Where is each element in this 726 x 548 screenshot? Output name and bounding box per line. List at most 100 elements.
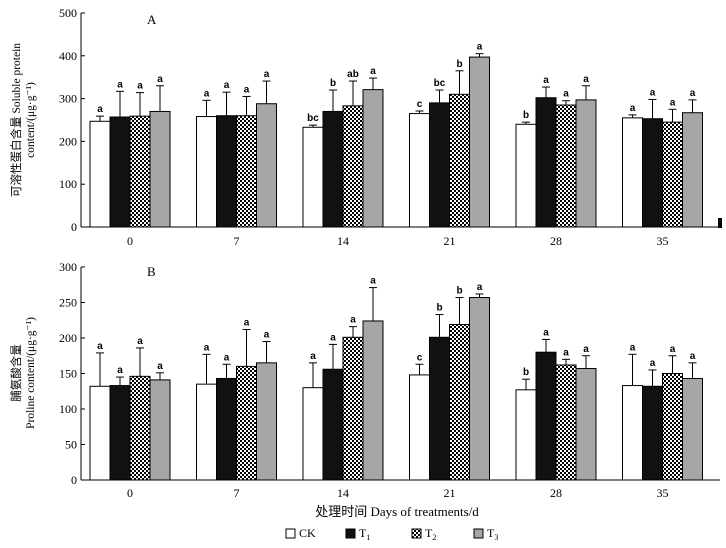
panel-b-bar-T1-28 — [535, 351, 557, 481]
panel-a-bar-CK-28 — [515, 123, 537, 228]
panel-b-bar-T1-35 — [642, 385, 663, 481]
legend-label-T2: T2 — [425, 526, 436, 542]
panel-a-bar-CK-0 — [89, 120, 111, 228]
svg-text:可溶性蛋白含量Soluble protein: 可溶性蛋白含量 Soluble protein — [9, 43, 23, 197]
panel-a-sig-label-CK-28: b — [523, 110, 529, 121]
panel-b-ytick-label: 150 — [59, 367, 77, 381]
panel-b-sig-label-T3-0: a — [157, 361, 163, 372]
panel-a-bar-T2-21 — [449, 93, 470, 228]
panel-b-sig-label-T3-21: a — [477, 282, 483, 293]
panel-a-sig-label-T1-14: b — [330, 78, 336, 89]
panel-b-xtick-label: 21 — [444, 486, 456, 500]
panel-b-bar-CK-21 — [409, 374, 430, 481]
panel-a-sig-label-T2-7: a — [244, 84, 250, 95]
panel-b-yticks: 0 50 100 150 200 250 300 — [59, 260, 85, 487]
panel-b-bar-CK-7 — [196, 383, 217, 481]
panel-b-bar-CK-0 — [89, 385, 111, 481]
panel-a-sig-label-CK-21: c — [417, 99, 423, 110]
panel-a-xtick-label: 35 — [657, 234, 669, 248]
legend: CK T1 T2 T3 — [285, 526, 498, 542]
panel-b-ytick-label: 300 — [59, 260, 77, 274]
panel-a-bar-T1-0 — [109, 116, 131, 228]
panel-a-bar-T1-14 — [322, 110, 344, 228]
panel-b-sig-label-T2-14: a — [350, 315, 356, 326]
panel-a-ylabel-unit: content/(μg·g⁻¹) — [25, 82, 37, 158]
panel-a-sig-label-T1-28: a — [543, 75, 549, 86]
panel-b-sig-label-T3-7: a — [264, 330, 270, 341]
panel-b-bar-T2-7 — [236, 365, 257, 481]
panel-b-xtick-label: 0 — [127, 486, 133, 500]
panel-b-bar-CK-35 — [622, 385, 643, 481]
panel-a-sig-label-T3-0: a — [157, 74, 163, 85]
panel-b-ylabel-cn: 脯氨酸含量 — [9, 344, 23, 402]
panel-b-sig-label-T3-35: a — [690, 351, 696, 362]
panel-b-ytick-label: 50 — [65, 438, 77, 452]
panel-a-sig-label-T2-35: a — [670, 97, 676, 108]
panel-a-sig-label-T1-35: a — [650, 87, 656, 98]
panel-b-ylabel-en: Proline content/(μg·g⁻¹) — [25, 317, 37, 429]
panel-b-sig-label-T2-21: b — [456, 286, 462, 297]
panel-a-bar-T3-35 — [682, 112, 703, 228]
panel-a-ytick-label: 500 — [59, 6, 77, 20]
panel-a-bar-T2-7 — [236, 115, 257, 228]
panel-b-bar-T1-21 — [429, 336, 450, 481]
panel-a-sig-label-T2-28: a — [563, 89, 569, 100]
panel-b-sig-label-CK-7: a — [204, 342, 210, 353]
panel-a-bar-CK-35 — [622, 117, 643, 228]
panel-a-bar-T1-21 — [429, 102, 450, 228]
panel-b-bar-T3-35 — [682, 377, 703, 481]
panel-a-sig-label-CK-0: a — [97, 104, 103, 115]
panel-b-xtick-label: 14 — [337, 486, 349, 500]
panel-b-ytick-label: 100 — [59, 402, 77, 416]
panel-a-bar-T3-28 — [575, 99, 597, 228]
panel-a-xtick-label: 0 — [127, 234, 133, 248]
x-axis-title: 处理时间 Days of treatments/d — [315, 504, 479, 519]
panel-a-sig-label-T3-14: a — [370, 66, 376, 77]
panel-b-sig-label-CK-35: a — [630, 342, 636, 353]
panel-b-ytick-label: 250 — [59, 296, 77, 310]
panel-a-sig-label-CK-35: a — [630, 103, 636, 114]
panel-b-sig-label-CK-14: a — [310, 351, 316, 362]
panel-b-bar-T2-28 — [555, 364, 577, 481]
panel-a-ylabel-en: Soluble protein — [11, 43, 23, 114]
panel-b-sig-label-T2-35: a — [670, 344, 676, 355]
panel-a-label: A — [147, 12, 157, 27]
panel-b-bar-T3-7 — [256, 362, 277, 481]
legend-swatch-T2 — [411, 528, 422, 539]
panel-b-bar-T3-21 — [469, 297, 490, 481]
panel-a-xtick-label: 28 — [550, 234, 562, 248]
panel-b-bar-T3-0 — [149, 379, 171, 481]
panel-a-bar-CK-7 — [196, 116, 217, 228]
axis-end-mark — [718, 218, 722, 228]
panel-a-yticks: 0 100 200 300 400 500 — [59, 6, 85, 234]
panel-b-sig-label-T1-21: b — [436, 303, 442, 314]
panel-a-bar-T2-35 — [662, 121, 683, 228]
panel-a-sig-label-T3-21: a — [477, 42, 483, 53]
panel-b-bar-T3-14 — [362, 320, 384, 481]
legend-label-CK: CK — [299, 526, 316, 540]
panel-a-xtick-label: 7 — [234, 234, 240, 248]
panel-a-bar-T1-35 — [642, 118, 663, 228]
panel-a-sig-label-T1-21: bc — [434, 78, 446, 89]
legend-swatch-T3 — [473, 528, 484, 539]
panel-b-ytick-label: 0 — [71, 473, 77, 487]
panel-a-sig-label-T1-7: a — [224, 80, 230, 91]
panel-a-ytick-label: 400 — [59, 49, 77, 63]
panel-a-ytick-label: 0 — [71, 220, 77, 234]
panel-a-bar-T1-28 — [535, 97, 557, 228]
panel-b-sig-label-T2-7: a — [244, 317, 250, 328]
panel-a-bar-T2-0 — [129, 115, 151, 228]
panel-b-bar-T2-21 — [449, 324, 470, 481]
panel-a-bar-CK-21 — [409, 113, 430, 228]
legend-label-T3: T3 — [487, 526, 498, 542]
panel-b-sig-label-CK-21: c — [417, 352, 423, 363]
panel-b-ylabel: 脯氨酸含量 Proline content/(μg·g⁻¹) — [9, 317, 37, 429]
panel-b-bar-T3-28 — [575, 368, 597, 481]
panel-b-bar-T2-0 — [129, 375, 151, 481]
panel-a-ytick-label: 300 — [59, 92, 77, 106]
panel-a-xticks: 0 7 14 21 28 35 — [127, 234, 669, 248]
panel-b-sig-label-CK-28: b — [523, 367, 529, 378]
panel-b-bar-CK-14 — [302, 387, 324, 481]
